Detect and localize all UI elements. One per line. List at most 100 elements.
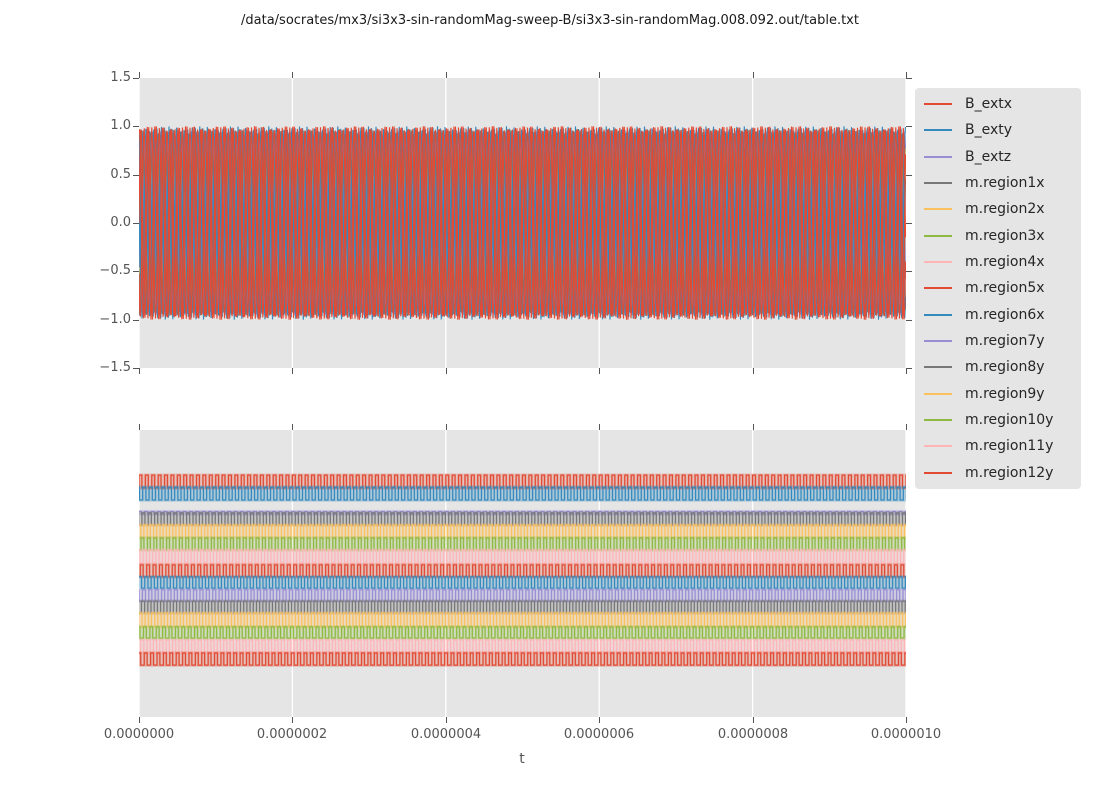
x-tick-label: 0.0000008 xyxy=(717,727,789,742)
legend-item-label: m.region2x xyxy=(965,201,1045,218)
legend-line-sample xyxy=(924,287,952,290)
axis-tick-mark xyxy=(139,424,140,430)
legend-item: m.region1x xyxy=(915,175,1081,191)
axis-tick-mark xyxy=(753,424,754,430)
legend-line-sample xyxy=(924,471,952,474)
axis-tick-mark xyxy=(292,424,293,430)
legend-item-label: B_extz xyxy=(965,148,1012,165)
legend-line-sample xyxy=(924,155,952,158)
legend-item: m.region4x xyxy=(915,254,1081,270)
axis-tick-mark xyxy=(133,78,139,79)
legend-line-sample xyxy=(924,340,952,343)
legend-item-label: m.region10y xyxy=(965,412,1054,429)
axis-tick-mark xyxy=(292,717,293,723)
x-tick-label: 0.0000000 xyxy=(103,727,175,742)
legend-item: m.region3x xyxy=(915,228,1081,244)
axis-tick-mark xyxy=(139,72,140,78)
legend-item-label: m.region8y xyxy=(965,359,1045,376)
legend-item: B_extz xyxy=(915,149,1081,165)
legend-line-sample xyxy=(924,261,952,264)
axis-tick-mark xyxy=(906,424,907,430)
legend-item: m.region12y xyxy=(915,465,1081,481)
axis-tick-mark xyxy=(906,717,907,723)
bottom-subplot-area xyxy=(139,430,906,717)
axis-tick-mark xyxy=(753,72,754,78)
axis-tick-mark xyxy=(133,175,139,176)
y-tick-label: 1.5 xyxy=(110,70,131,85)
legend-item-label: m.region6x xyxy=(965,306,1045,323)
y-tick-label: 0.0 xyxy=(110,215,131,230)
axis-tick-mark xyxy=(292,72,293,78)
x-tick-label: 0.0000002 xyxy=(256,727,328,742)
axis-tick-mark xyxy=(906,368,907,374)
y-tick-label: 0.5 xyxy=(110,167,131,182)
axis-tick-mark xyxy=(599,368,600,374)
legend-line-sample xyxy=(924,208,952,211)
legend-item: m.region8y xyxy=(915,359,1081,375)
legend-line-sample xyxy=(924,182,952,185)
legend-item-label: m.region1x xyxy=(965,175,1045,192)
axis-tick-mark xyxy=(906,223,912,224)
legend-line-sample xyxy=(924,234,952,237)
legend-line-sample xyxy=(924,103,952,106)
legend-item: m.region2x xyxy=(915,201,1081,217)
legend-item: m.region9y xyxy=(915,386,1081,402)
axis-tick-mark xyxy=(292,368,293,374)
legend-item-label: m.region12y xyxy=(965,464,1054,481)
y-tick-label: −1.0 xyxy=(99,312,131,327)
legend-item: m.region7y xyxy=(915,333,1081,349)
axis-tick-mark xyxy=(906,271,912,272)
legend-item-label: B_extx xyxy=(965,96,1013,113)
x-tick-label: 0.0000006 xyxy=(563,727,635,742)
axis-tick-mark xyxy=(446,424,447,430)
legend-item-label: m.region7y xyxy=(965,333,1045,350)
legend-line-sample xyxy=(924,366,952,369)
axis-tick-mark xyxy=(906,320,912,321)
axis-tick-mark xyxy=(446,368,447,374)
axis-tick-mark xyxy=(753,368,754,374)
x-tick-label: 0.0000004 xyxy=(410,727,482,742)
axis-tick-mark xyxy=(446,72,447,78)
top-subplot-area xyxy=(139,78,906,368)
legend-item: m.region5x xyxy=(915,280,1081,296)
axis-tick-mark xyxy=(139,368,140,374)
x-axis-label: t xyxy=(519,751,525,767)
axis-tick-mark xyxy=(599,72,600,78)
legend-line-sample xyxy=(924,313,952,316)
axis-tick-mark xyxy=(599,424,600,430)
legend-line-sample xyxy=(924,129,952,132)
axis-tick-mark xyxy=(906,78,912,79)
figure-title: /data/socrates/mx3/si3x3-sin-randomMag-s… xyxy=(241,13,859,28)
axis-tick-mark xyxy=(133,271,139,272)
axis-tick-mark xyxy=(906,175,912,176)
axis-tick-mark xyxy=(446,717,447,723)
axis-tick-mark xyxy=(133,223,139,224)
axis-tick-mark xyxy=(906,72,907,78)
bottom-plot-canvas xyxy=(139,430,906,717)
legend-item: m.region10y xyxy=(915,412,1081,428)
x-tick-label: 0.0000010 xyxy=(870,727,942,742)
legend-item: m.region11y xyxy=(915,438,1081,454)
legend: B_extx B_exty B_extz m.region1x m.region… xyxy=(915,88,1081,489)
y-tick-label: −0.5 xyxy=(99,263,131,278)
axis-tick-mark xyxy=(753,717,754,723)
top-plot-canvas xyxy=(139,78,906,368)
legend-line-sample xyxy=(924,445,952,448)
legend-line-sample xyxy=(924,419,952,422)
axis-tick-mark xyxy=(133,368,139,369)
legend-item-label: m.region4x xyxy=(965,254,1045,271)
axis-tick-mark xyxy=(599,717,600,723)
legend-item-label: B_exty xyxy=(965,122,1013,139)
legend-item-label: m.region3x xyxy=(965,227,1045,244)
legend-item-label: m.region9y xyxy=(965,385,1045,402)
legend-line-sample xyxy=(924,392,952,395)
legend-item: B_extx xyxy=(915,96,1081,112)
legend-item-label: m.region5x xyxy=(965,280,1045,297)
axis-tick-mark xyxy=(906,368,912,369)
axis-tick-mark xyxy=(139,717,140,723)
y-tick-label: 1.0 xyxy=(110,118,131,133)
legend-item-label: m.region11y xyxy=(965,438,1054,455)
axis-tick-mark xyxy=(133,126,139,127)
axis-tick-mark xyxy=(906,126,912,127)
